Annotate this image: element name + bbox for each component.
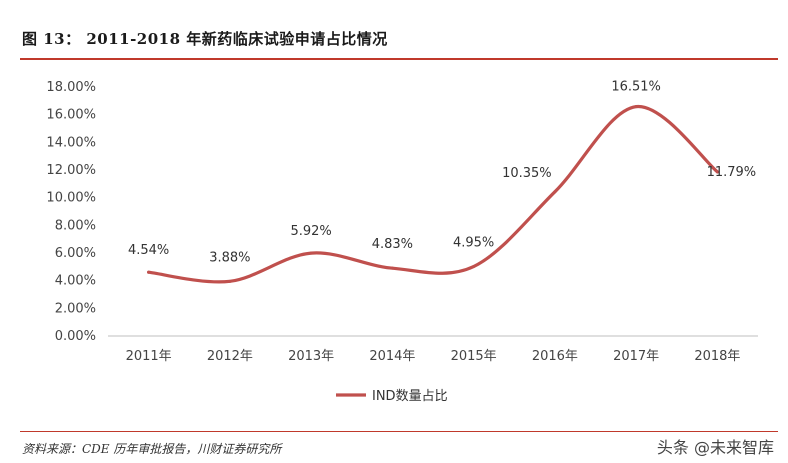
- data-point: [634, 105, 638, 109]
- watermark: 头条 @未来智库: [656, 438, 774, 457]
- y-tick-label: 6.00%: [55, 246, 96, 261]
- x-tick-label: 2013年: [288, 349, 334, 364]
- x-tick-label: 2014年: [369, 349, 415, 364]
- y-tick-label: 0.00%: [55, 329, 96, 344]
- legend-label: IND数量占比: [372, 389, 448, 404]
- y-tick-label: 12.00%: [46, 163, 96, 178]
- y-tick-label: 10.00%: [46, 191, 96, 206]
- y-tick-label: 18.00%: [46, 80, 96, 95]
- data-label: 16.51%: [611, 80, 661, 95]
- data-point: [228, 279, 232, 283]
- x-tick-label: 2011年: [126, 349, 172, 364]
- data-point: [715, 170, 719, 174]
- data-label: 10.35%: [502, 166, 552, 181]
- x-tick-label: 2016年: [532, 349, 578, 364]
- x-tick-label: 2015年: [451, 349, 497, 364]
- y-tick-label: 2.00%: [55, 301, 96, 316]
- x-tick-label: 2012年: [207, 349, 253, 364]
- x-tick-label: 2017年: [613, 349, 659, 364]
- y-tick-label: 14.00%: [46, 135, 96, 150]
- data-label: 4.95%: [453, 236, 494, 251]
- data-label: 4.83%: [372, 237, 413, 252]
- y-tick-label: 8.00%: [55, 218, 96, 233]
- data-point: [147, 270, 151, 274]
- data-point: [553, 190, 557, 194]
- source-note: 资料来源：CDE 历年审批报告，川财证券研究所: [22, 442, 282, 456]
- y-tick-label: 16.00%: [46, 108, 96, 123]
- data-point: [390, 266, 394, 270]
- chart-title: 图 13： 2011-2018 年新药临床试验申请占比情况: [22, 30, 388, 48]
- data-label: 4.54%: [128, 243, 169, 258]
- footer-divider: [20, 431, 778, 432]
- y-tick-label: 4.00%: [55, 274, 96, 289]
- data-label: 11.79%: [707, 165, 757, 180]
- x-tick-label: 2018年: [694, 349, 740, 364]
- series-line-ind: [147, 105, 719, 284]
- title-divider: [20, 58, 778, 60]
- data-label: 3.88%: [209, 250, 250, 265]
- data-label: 5.92%: [290, 224, 331, 239]
- data-point: [309, 251, 313, 255]
- data-point: [472, 265, 476, 269]
